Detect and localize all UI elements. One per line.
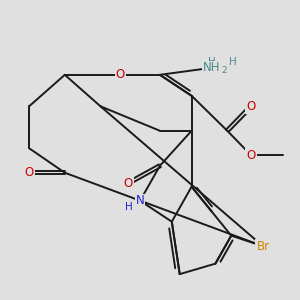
Text: H: H (208, 56, 215, 67)
Text: O: O (246, 100, 256, 113)
Text: N: N (136, 194, 145, 207)
Text: O: O (25, 166, 34, 179)
Text: O: O (116, 68, 125, 81)
Text: NH: NH (203, 61, 220, 74)
Text: 2: 2 (221, 66, 227, 75)
Text: Br: Br (256, 240, 269, 253)
Text: H: H (125, 202, 133, 212)
Text: O: O (246, 149, 256, 162)
Text: O: O (124, 177, 133, 190)
Text: H: H (229, 56, 237, 67)
